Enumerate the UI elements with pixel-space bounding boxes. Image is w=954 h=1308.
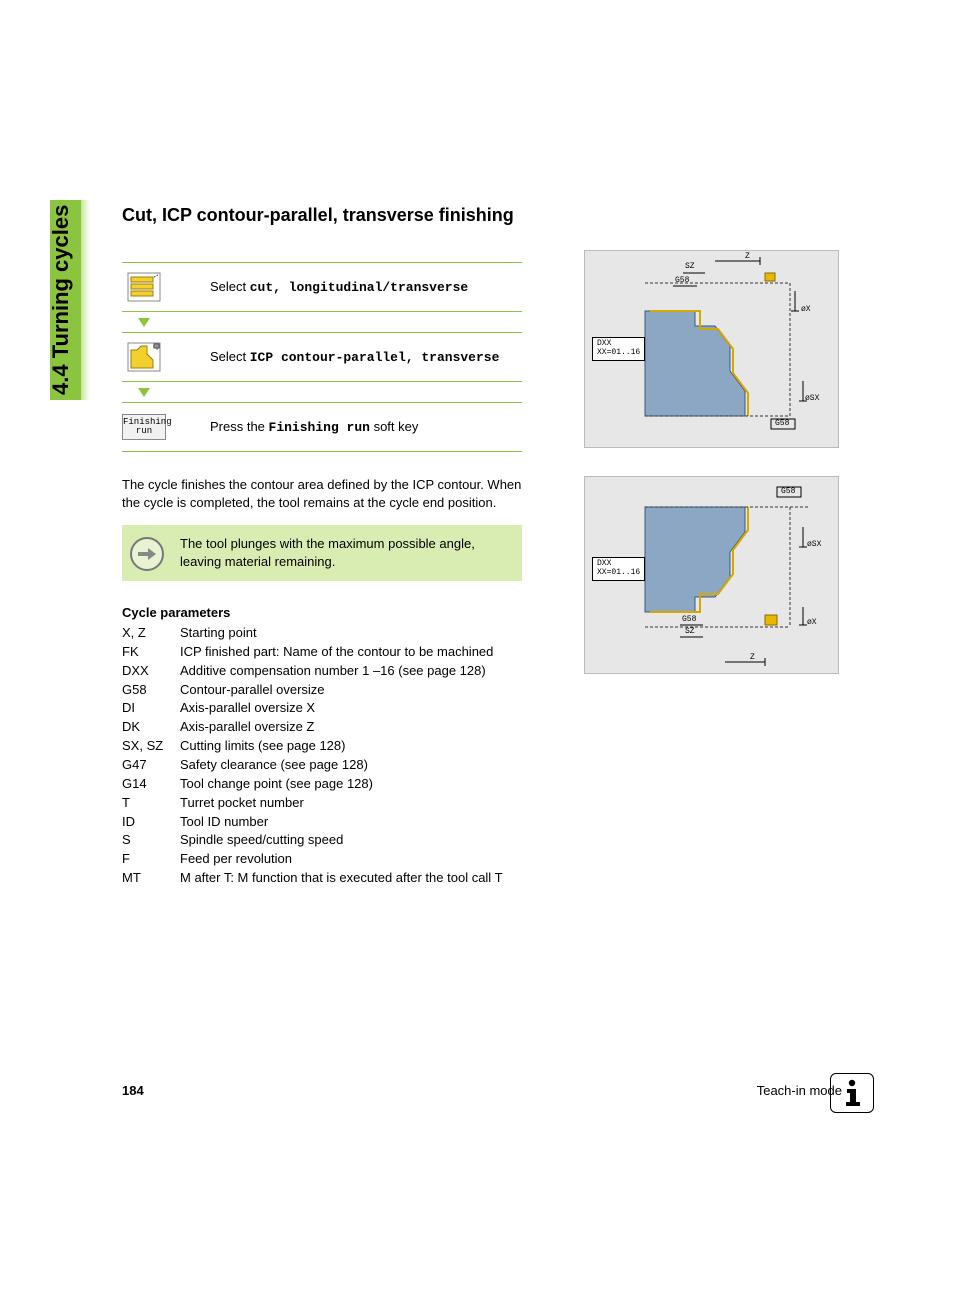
dxx-box: DXX XX=01..16	[592, 337, 645, 361]
label-g58-2: G58	[682, 616, 696, 624]
param-desc: Feed per revolution	[180, 850, 842, 869]
param-row: DKAxis-parallel oversize Z	[122, 718, 842, 737]
param-row: SX, SZCutting limits (see page 128)	[122, 737, 842, 756]
info-icon	[830, 1073, 874, 1113]
param-key: DK	[122, 718, 180, 737]
step-3: Finishing run Press the Finishing run so…	[122, 402, 522, 452]
label-sz: SZ	[685, 263, 695, 271]
note-text: The tool plunges with the maximum possib…	[180, 535, 514, 570]
step-2-bold: ICP contour-parallel, transverse	[250, 350, 500, 365]
diagram-top: SZ G58 Z øX øSX G58 DXX XX=01..16	[584, 250, 839, 448]
param-row: FFeed per revolution	[122, 850, 842, 869]
label-z-2: Z	[750, 654, 755, 662]
param-key: F	[122, 850, 180, 869]
label-ox-2: øX	[807, 619, 817, 627]
page-number: 184	[122, 1083, 144, 1098]
param-desc: Turret pocket number	[180, 794, 842, 813]
intro-paragraph: The cycle finishes the contour area defi…	[122, 476, 522, 511]
param-row: DIAxis-parallel oversize X	[122, 699, 842, 718]
param-key: G47	[122, 756, 180, 775]
label-z: Z	[745, 253, 750, 261]
param-key: ID	[122, 813, 180, 832]
param-row: IDTool ID number	[122, 813, 842, 832]
step-2-prefix: Select	[210, 349, 250, 364]
step-connector-1	[122, 312, 522, 332]
icp-contour-icon	[122, 341, 166, 373]
param-key: FK	[122, 643, 180, 662]
label-osx-2: øSX	[807, 541, 821, 549]
note-arrow-icon	[130, 537, 164, 571]
param-row: G14Tool change point (see page 128)	[122, 775, 842, 794]
param-desc: Tool ID number	[180, 813, 842, 832]
label-osx: øSX	[805, 395, 819, 403]
param-desc: Contour-parallel oversize	[180, 681, 842, 700]
param-desc: Axis-parallel oversize X	[180, 699, 842, 718]
param-key: S	[122, 831, 180, 850]
param-row: SSpindle speed/cutting speed	[122, 831, 842, 850]
steps-list: Select cut, longitudinal/transverse Sele…	[122, 262, 522, 452]
param-desc: Cutting limits (see page 128)	[180, 737, 842, 756]
cut-longitudinal-icon	[122, 271, 166, 303]
param-row: MTM after T: M function that is executed…	[122, 869, 842, 888]
step-connector-2	[122, 382, 522, 402]
step-1-text: Select cut, longitudinal/transverse	[210, 279, 468, 295]
param-key: T	[122, 794, 180, 813]
param-key: DXX	[122, 662, 180, 681]
param-row: G58Contour-parallel oversize	[122, 681, 842, 700]
step-3-suffix: soft key	[370, 419, 418, 434]
step-3-prefix: Press the	[210, 419, 269, 434]
param-desc: Axis-parallel oversize Z	[180, 718, 842, 737]
step-2: Select ICP contour-parallel, transverse	[122, 332, 522, 382]
param-key: SX, SZ	[122, 737, 180, 756]
label-sz-2: SZ	[685, 628, 695, 636]
param-desc: Spindle speed/cutting speed	[180, 831, 842, 850]
param-key: G58	[122, 681, 180, 700]
softkey-line2: run	[123, 427, 165, 436]
param-row: TTurret pocket number	[122, 794, 842, 813]
param-key: MT	[122, 869, 180, 888]
label-ox: øX	[801, 306, 811, 314]
param-desc: Tool change point (see page 128)	[180, 775, 842, 794]
label-g58-b: G58	[775, 420, 789, 428]
param-key: X, Z	[122, 624, 180, 643]
finishing-run-softkey: Finishing run	[122, 411, 166, 443]
diagram-bottom: G58 øSX øX G58 SZ Z DXX XX=01..16	[584, 476, 839, 674]
step-1-prefix: Select	[210, 279, 250, 294]
dxx-box-2: DXX XX=01..16	[592, 557, 645, 581]
page-heading: Cut, ICP contour-parallel, transverse fi…	[122, 205, 842, 226]
label-g58-t: G58	[781, 488, 795, 496]
step-3-bold: Finishing run	[269, 420, 370, 435]
step-3-text: Press the Finishing run soft key	[210, 419, 418, 435]
step-1: Select cut, longitudinal/transverse	[122, 262, 522, 312]
step-2-text: Select ICP contour-parallel, transverse	[210, 349, 499, 365]
section-tab: 4.4 Turning cycles	[48, 205, 74, 395]
param-key: G14	[122, 775, 180, 794]
dxx-l2: XX=01..16	[597, 349, 640, 358]
param-desc: Safety clearance (see page 128)	[180, 756, 842, 775]
param-key: DI	[122, 699, 180, 718]
dxx-l2-2: XX=01..16	[597, 569, 640, 578]
note-box: The tool plunges with the maximum possib…	[122, 525, 522, 581]
label-g58: G58	[675, 277, 689, 285]
param-row: G47Safety clearance (see page 128)	[122, 756, 842, 775]
param-desc: M after T: M function that is executed a…	[180, 869, 842, 888]
page-footer: 184 Teach-in mode	[122, 1083, 842, 1098]
step-1-bold: cut, longitudinal/transverse	[250, 280, 468, 295]
